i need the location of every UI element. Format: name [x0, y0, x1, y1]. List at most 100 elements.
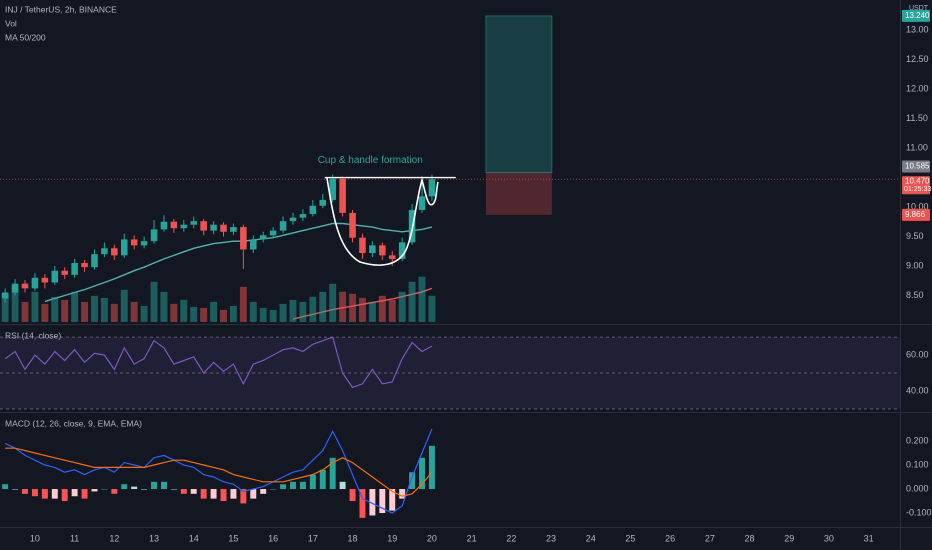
macd-histogram-bar: [101, 489, 108, 490]
macd-histogram-bar: [419, 457, 425, 490]
volume-bar: [229, 305, 237, 322]
macd-histogram-bar: [369, 489, 376, 516]
candle-body: [279, 221, 287, 231]
volume-bar: [289, 299, 297, 322]
macd-histogram-bar: [31, 489, 38, 497]
candle-body: [160, 221, 168, 230]
macd-histogram-bar: [121, 484, 128, 490]
candle-body: [130, 239, 138, 246]
rsi-line: [4, 336, 433, 389]
volume-bar: [1, 293, 9, 322]
candle-body: [81, 263, 88, 268]
candle-body: [418, 196, 426, 210]
volume-bar: [329, 283, 337, 322]
x-tick-label: 25: [625, 533, 635, 543]
macd-histogram-bar: [230, 489, 237, 499]
x-tick-label: 23: [546, 533, 556, 543]
candle-body: [220, 224, 227, 232]
x-tick-label: 31: [864, 533, 874, 543]
volume-bar: [408, 281, 416, 322]
candle-body: [200, 221, 207, 231]
macd-histogram-bar: [329, 457, 336, 490]
y-tick-label: 13.00: [906, 24, 929, 34]
candle-body: [299, 214, 307, 218]
volume-bar: [269, 309, 277, 322]
volume-bar: [210, 301, 218, 322]
y-tick-label: 11.50: [906, 113, 928, 123]
y-tick-label: 40.00: [906, 385, 929, 395]
volume-bar: [91, 295, 98, 322]
candle-body: [250, 239, 257, 250]
volume-bar: [349, 293, 357, 322]
volume-bar: [398, 291, 406, 322]
x-tick-label: 14: [189, 533, 199, 543]
candle-body: [101, 248, 108, 255]
volume-bar: [71, 291, 79, 322]
x-tick-label: 30: [824, 533, 834, 543]
candle-body: [210, 224, 217, 231]
symbol-title: INJ / TetherUS, 2h, BINANCE: [5, 4, 117, 14]
entry-price-label: 10.585: [905, 162, 930, 171]
volume-bar: [279, 303, 287, 322]
candle-body: [31, 277, 39, 289]
volume-bar: [11, 286, 19, 322]
y-tick-label: 10.00: [906, 201, 929, 211]
volume-bar: [428, 295, 436, 322]
macd-histogram-bar: [111, 489, 118, 494]
target-price-label-box: [902, 9, 930, 22]
candle-body: [170, 221, 178, 229]
macd-histogram-bar: [359, 489, 366, 518]
macd-histogram-bar: [81, 489, 88, 499]
volume-bar: [180, 299, 188, 322]
candle-body: [61, 270, 68, 275]
last-price-label: 10.470: [905, 176, 930, 185]
macd-histogram-bar: [260, 489, 267, 494]
annotation-text: Cup & handle formation: [318, 155, 423, 166]
volume-bar: [120, 289, 128, 322]
macd-histogram-bar: [41, 489, 48, 499]
candle-body: [91, 254, 98, 268]
candle-body: [398, 242, 406, 259]
countdown-label: 01:25:33: [904, 186, 931, 193]
x-tick-label: 21: [467, 533, 477, 543]
candle-body: [359, 237, 366, 253]
volume-bar: [170, 303, 178, 322]
candle-body: [388, 255, 396, 259]
candle-body: [230, 227, 237, 232]
volume-bar: [110, 303, 118, 322]
macd-histogram-bar: [151, 481, 158, 490]
volume-bar: [140, 305, 148, 322]
candle-body: [71, 263, 78, 275]
x-tick-label: 20: [427, 533, 437, 543]
macd-histogram-bar: [91, 489, 98, 492]
x-tick-label: 27: [705, 533, 715, 543]
macd-histogram-bar: [309, 474, 316, 490]
candle-body: [369, 245, 376, 253]
volume-bar: [358, 297, 366, 322]
volume-bar: [418, 276, 426, 322]
macd-histogram-bar: [131, 486, 138, 490]
macd-histogram-bar: [389, 489, 396, 511]
macd-histogram-bar: [12, 489, 19, 490]
macd-histogram-bar: [349, 489, 356, 502]
candle-body: [120, 239, 128, 256]
stop-price-label: 9.866: [905, 210, 926, 219]
candle-body: [150, 229, 158, 242]
x-tick-label: 17: [308, 533, 318, 543]
volume-bar: [239, 286, 247, 322]
volume-bar: [249, 301, 257, 322]
candle-body: [309, 205, 317, 215]
entry-price-label-box: [902, 160, 930, 173]
y-tick-label: 9.00: [906, 260, 924, 270]
candle-body: [140, 241, 148, 246]
stop-price-label-box: [902, 208, 930, 221]
volume-bar: [150, 281, 158, 322]
macd-histogram-bar: [280, 484, 287, 490]
macd-histogram-bar: [270, 489, 277, 490]
x-tick-label: 12: [109, 533, 119, 543]
x-tick-label: 28: [745, 533, 755, 543]
x-tick-label: 24: [586, 533, 596, 543]
y-tick-label: 0.200: [906, 435, 929, 445]
macd-histogram-bar: [71, 489, 78, 497]
macd-histogram-bar: [210, 489, 217, 499]
